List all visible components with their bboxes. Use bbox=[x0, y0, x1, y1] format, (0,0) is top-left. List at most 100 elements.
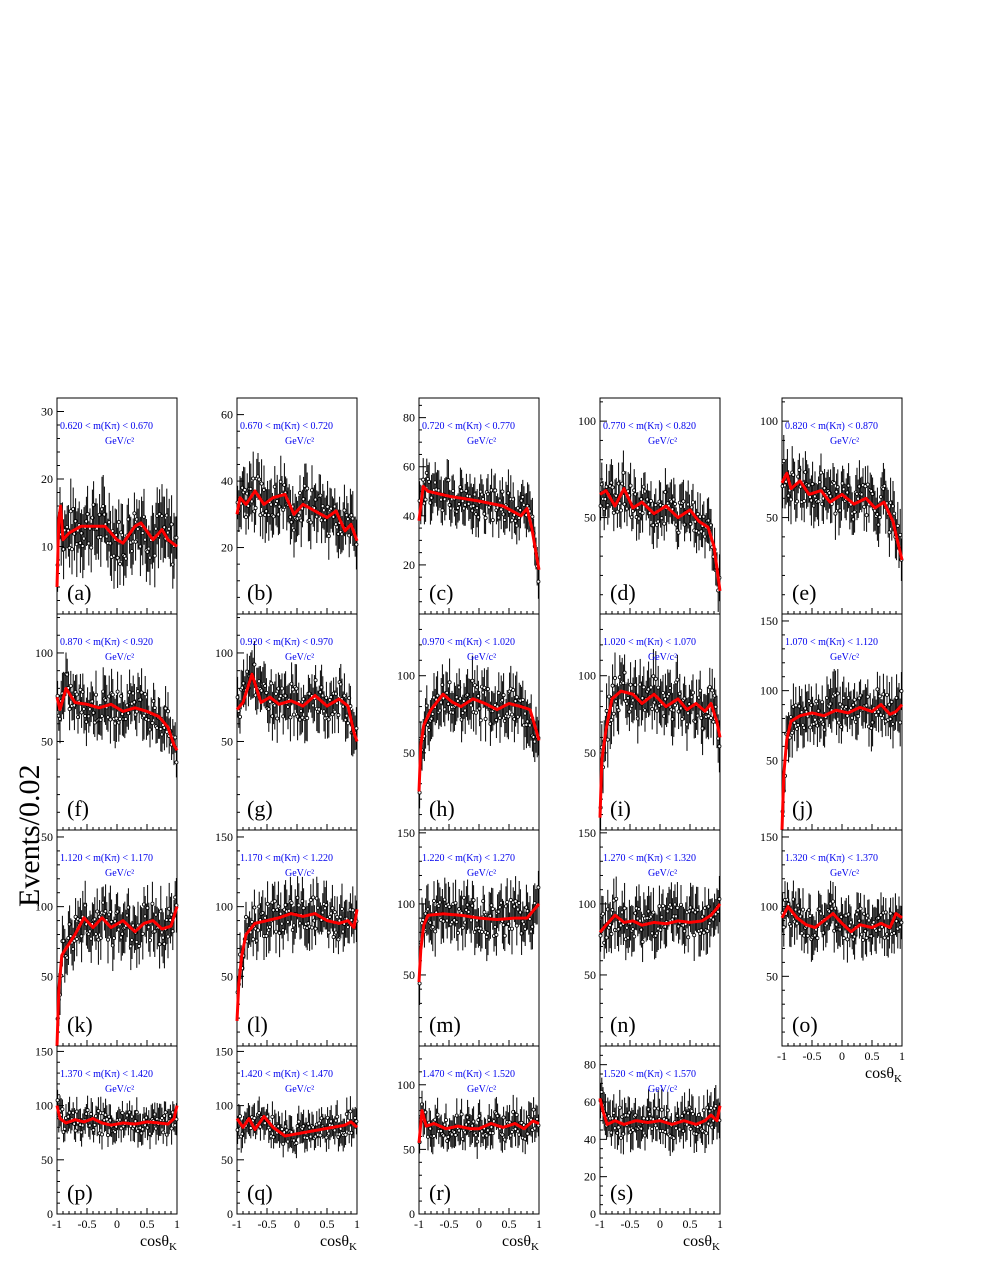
data-point bbox=[616, 1125, 621, 1130]
data-point bbox=[649, 685, 654, 690]
data-point bbox=[681, 499, 686, 504]
data-point bbox=[460, 925, 465, 930]
data-point bbox=[74, 937, 79, 942]
data-point bbox=[508, 898, 513, 903]
data-point bbox=[324, 1135, 329, 1140]
fit-curve bbox=[235, 1115, 359, 1138]
panel-label: (f) bbox=[67, 796, 89, 821]
y-tick-label: 0 bbox=[47, 1207, 53, 1221]
data-point bbox=[845, 937, 850, 942]
mass-range-label: 1.020 < m(Kπ) < 1.070 bbox=[603, 637, 696, 648]
data-point bbox=[640, 939, 645, 944]
data-point bbox=[308, 520, 313, 525]
data-point bbox=[453, 1133, 458, 1138]
panel-e: 50 100 0.820 < m(Kπ) < 0.870 GeV/c² (e) bbox=[760, 397, 904, 615]
panel-label: (s) bbox=[610, 1180, 633, 1205]
data-point bbox=[417, 790, 422, 795]
panel-s: 0 20 40 60 80 -1 -0.5 0 0.5 1 cosθK 1.520 < m(Kπ) <… bbox=[584, 1045, 723, 1253]
y-tick-label: 150 bbox=[760, 614, 778, 628]
data-point bbox=[502, 933, 507, 938]
data-point bbox=[615, 509, 620, 514]
panel-label: (g) bbox=[247, 796, 273, 821]
data-point bbox=[882, 935, 887, 940]
mass-range-label: 1.320 < m(Kπ) < 1.370 bbox=[785, 853, 878, 864]
data-point bbox=[271, 514, 276, 519]
y-tick-label: 100 bbox=[397, 669, 415, 683]
mass-range-label: 1.220 < m(Kπ) < 1.270 bbox=[422, 853, 515, 864]
data-point bbox=[141, 713, 146, 718]
data-point bbox=[622, 670, 627, 675]
data-point bbox=[309, 925, 314, 930]
data-point bbox=[819, 470, 824, 475]
data-point bbox=[799, 931, 804, 936]
data-point bbox=[252, 905, 257, 910]
data-point bbox=[500, 489, 505, 494]
data-point bbox=[339, 906, 344, 911]
data-point bbox=[326, 717, 331, 722]
data-point bbox=[652, 1106, 657, 1111]
data-point bbox=[650, 707, 655, 712]
data-point bbox=[169, 1126, 174, 1131]
data-point bbox=[305, 716, 310, 721]
data-point bbox=[296, 903, 301, 908]
data-point bbox=[163, 1110, 168, 1115]
data-point bbox=[717, 897, 722, 902]
panel-label: (r) bbox=[429, 1180, 451, 1205]
data-point bbox=[104, 1117, 109, 1122]
data-point bbox=[73, 1128, 78, 1133]
fit-curve bbox=[55, 906, 179, 1047]
data-point bbox=[257, 477, 262, 482]
panel-label: (e) bbox=[792, 580, 816, 605]
data-points bbox=[235, 876, 359, 1008]
data-point bbox=[118, 716, 123, 721]
data-point bbox=[795, 499, 800, 504]
data-point bbox=[290, 687, 295, 692]
data-point bbox=[174, 535, 179, 540]
panel-label: (q) bbox=[247, 1180, 273, 1205]
mass-unit-label: GeV/c² bbox=[830, 868, 859, 879]
y-tick-label: 50 bbox=[584, 968, 596, 982]
data-point bbox=[490, 906, 495, 911]
fit-curve bbox=[55, 686, 179, 752]
data-point bbox=[877, 694, 882, 699]
data-point bbox=[270, 1114, 275, 1119]
data-point bbox=[649, 499, 654, 504]
y-tick-label: 50 bbox=[41, 969, 53, 983]
fit-curve bbox=[235, 909, 359, 1021]
mass-range-label: 1.470 < m(Kπ) < 1.520 bbox=[422, 1069, 515, 1080]
data-point bbox=[279, 1127, 284, 1132]
data-point bbox=[632, 934, 637, 939]
data-point bbox=[691, 690, 696, 695]
data-point bbox=[275, 716, 280, 721]
data-point bbox=[326, 534, 331, 539]
y-tick-label: 0 bbox=[409, 1207, 415, 1221]
y-tick-label: 50 bbox=[221, 734, 233, 748]
data-point bbox=[279, 686, 284, 691]
data-point bbox=[479, 929, 484, 934]
data-point bbox=[140, 931, 145, 936]
mass-unit-label: GeV/c² bbox=[467, 868, 496, 879]
y-tick-label: 150 bbox=[760, 830, 778, 844]
data-point bbox=[133, 539, 138, 544]
y-tick-label: 60 bbox=[584, 1095, 596, 1109]
data-point bbox=[698, 688, 703, 693]
data-point bbox=[336, 713, 341, 718]
data-point bbox=[108, 717, 113, 722]
panel-n: 50 100 150 1.270 < m(Kπ) < 1.320 GeV/c² (n) bbox=[578, 826, 722, 1047]
data-point bbox=[354, 542, 359, 547]
data-point bbox=[501, 1115, 506, 1120]
data-point bbox=[852, 509, 857, 514]
x-tick-label: -1 bbox=[414, 1217, 424, 1231]
data-point bbox=[880, 716, 885, 721]
y-tick-label: 40 bbox=[403, 509, 415, 523]
data-point bbox=[815, 936, 820, 941]
mass-unit-label: GeV/c² bbox=[285, 868, 314, 879]
mass-range-label: 1.170 < m(Kπ) < 1.220 bbox=[240, 853, 333, 864]
data-point bbox=[483, 515, 488, 520]
data-point bbox=[536, 579, 541, 584]
y-tick-label: 100 bbox=[35, 646, 53, 660]
panel-label: (d) bbox=[610, 580, 636, 605]
data-point bbox=[139, 690, 144, 695]
data-point bbox=[294, 686, 299, 691]
data-point bbox=[150, 901, 155, 906]
